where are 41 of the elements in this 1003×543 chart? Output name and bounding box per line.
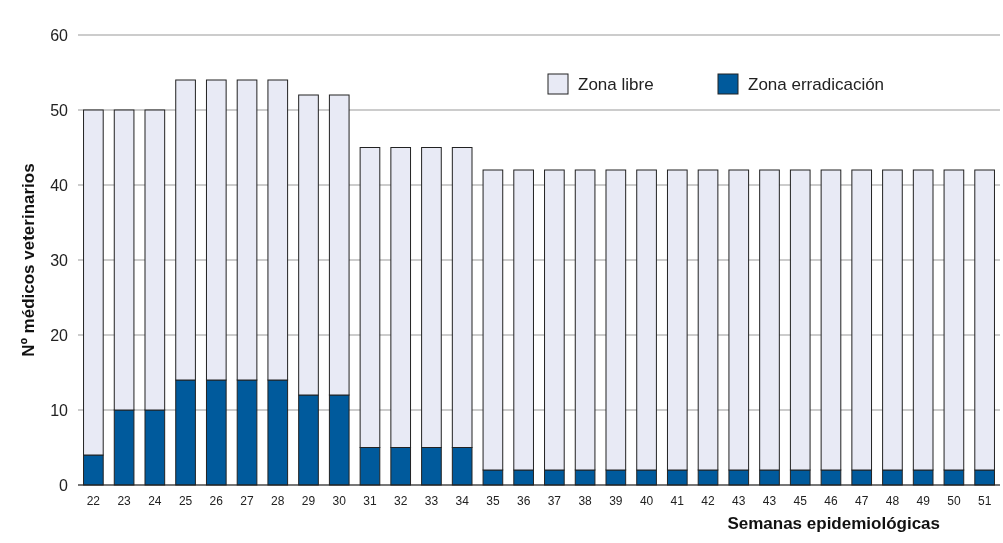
y-tick-label: 10 (50, 401, 69, 419)
x-tick-label: 23 (117, 494, 132, 508)
y-tick-label: 50 (50, 101, 69, 119)
x-tick-label: 25 (178, 494, 193, 508)
y-tick-label: 60 (50, 26, 69, 44)
x-tick-label: 41 (670, 494, 685, 508)
x-tick-label: 31 (363, 494, 377, 508)
x-tick-label: 39 (609, 494, 623, 508)
x-tick-label: 36 (516, 494, 531, 508)
x-tick-label: 47 (855, 494, 869, 508)
x-tick-label: 43 (732, 494, 746, 508)
x-tick-label: 29 (301, 494, 316, 508)
legend-label: Zona erradicación (748, 74, 885, 94)
x-tick-label: 26 (209, 494, 224, 508)
x-tick-label: 42 (701, 494, 716, 508)
legend-label: Zona libre (578, 74, 654, 94)
x-tick-label: 51 (977, 494, 992, 508)
y-axis-title: Nº médicos veterinarios (19, 163, 38, 357)
x-tick-label: 22 (86, 494, 101, 508)
x-tick-label: 45 (793, 494, 808, 508)
y-tick-label: 0 (59, 476, 69, 494)
x-tick-label: 46 (824, 494, 838, 508)
y-tick-label: 20 (50, 326, 69, 344)
x-tick-label: 34 (455, 494, 470, 508)
x-tick-label: 30 (332, 494, 347, 508)
y-tick-label: 30 (50, 251, 69, 269)
x-tick-label: 50 (947, 494, 961, 508)
x-tick-label: 35 (486, 494, 500, 508)
x-tick-label: 49 (916, 494, 931, 508)
x-tick-label: 28 (271, 494, 285, 508)
x-tick-label: 24 (148, 494, 162, 508)
x-tick-label: 43 (762, 494, 777, 508)
x-tick-label: 27 (240, 494, 255, 508)
x-tick-label: 38 (578, 494, 593, 508)
y-tick-label: 40 (50, 176, 69, 194)
x-tick-label: 32 (394, 494, 408, 508)
x-axis-title: Semanas epidemiológicas (727, 514, 940, 533)
x-tick-label: 37 (547, 494, 562, 508)
x-tick-label: 48 (885, 494, 900, 508)
x-tick-label: 33 (424, 494, 439, 508)
x-tick-label: 40 (639, 494, 654, 508)
